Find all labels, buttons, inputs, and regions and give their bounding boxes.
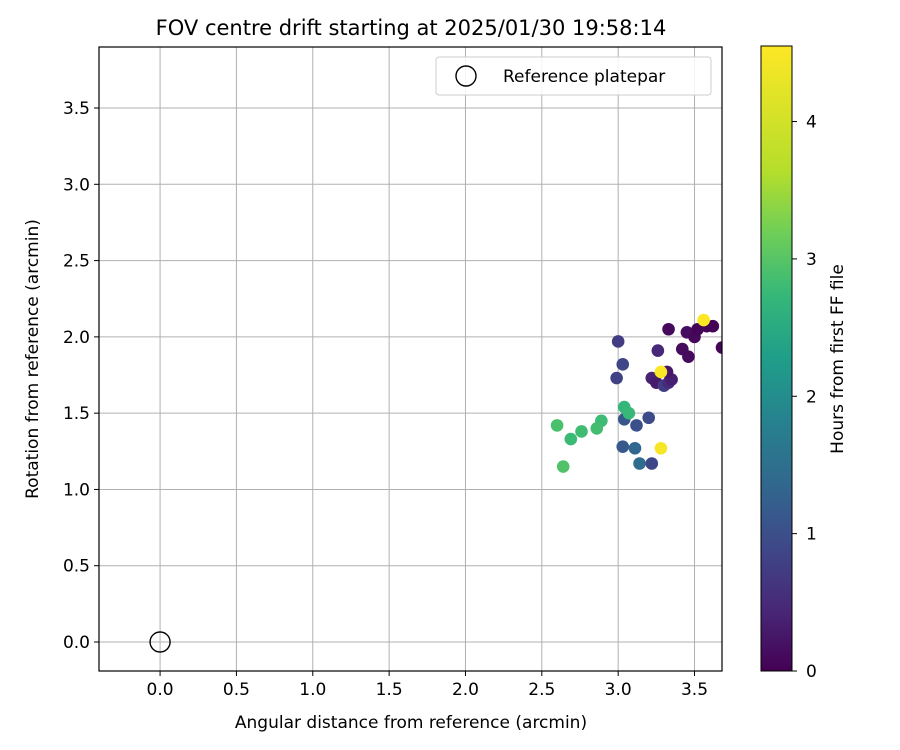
scatter-point [715,341,722,354]
y-tick-label: 2.5 [63,252,90,272]
scatter-point [654,365,668,379]
colorbar-tick-label: 4 [806,113,817,133]
reference-platepar-marker [149,631,171,653]
scatter-point [662,322,675,336]
x-axis-ticks: 0.0 0.5 1.0 1.5 2.0 2.5 3.0 3.5 [147,671,708,700]
y-tick-label: 3.0 [63,175,90,195]
scatter-point [628,441,642,455]
y-tick-label: 0.0 [63,633,90,653]
colorbar-tick-label: 1 [806,525,817,545]
colorbar-label: Hours from first FF file [828,264,848,454]
y-tick-label: 2.0 [63,328,90,348]
scatter-point [610,371,623,385]
scatter-point [622,406,636,420]
reference-point [149,631,171,653]
legend-marker-open-circle [455,65,477,87]
scatter-point [575,425,588,438]
colorbar: 0 1 2 3 4 Hours from first FF file [760,45,848,682]
scatter-point [630,419,643,432]
legend-label-reference-platepar: Reference platepar [503,67,665,87]
scatter-point [651,344,665,357]
grid [99,47,722,671]
x-tick-label: 1.5 [376,680,403,700]
scatter-point [611,335,625,348]
y-tick-label: 1.5 [63,404,90,424]
scatter-point [550,419,564,432]
scatter-point [645,457,659,470]
scatter-point [697,313,710,327]
colorbar-tick-label: 3 [806,250,817,270]
legend-box [435,56,712,96]
colorbar-ticks: 0 1 2 3 4 [792,113,817,682]
plot-frame [98,46,723,672]
scatter-point [590,422,604,435]
scatter-point [616,440,630,454]
x-tick-label: 1.0 [299,680,326,700]
legend: Reference platepar [435,56,712,96]
scatter-point [706,319,720,333]
scatter-point [616,358,630,371]
colorbar-tick-label: 0 [806,662,817,682]
colorbar-gradient [760,45,793,672]
x-tick-label: 0.5 [223,680,250,700]
y-tick-label: 3.5 [63,99,90,119]
scatter-point [642,411,656,425]
scatter-point [654,441,668,455]
scatter-point [682,350,695,364]
y-tick-label: 0.5 [63,557,90,577]
scatter-points [550,313,722,473]
x-tick-label: 3.0 [605,680,632,700]
y-axis-label: Rotation from reference (arcmin) [23,219,43,499]
scatter-point [556,460,570,473]
chart-title: FOV centre drift starting at 2025/01/30 … [156,16,667,40]
colorbar-tick-label: 2 [806,387,817,407]
x-tick-label: 2.5 [528,680,555,700]
x-axis-label: Angular distance from reference (arcmin) [235,713,587,733]
x-tick-label: 3.5 [681,680,708,700]
y-tick-label: 1.0 [63,480,90,500]
x-tick-label: 0.0 [147,680,174,700]
y-axis-ticks: 0.0 0.5 1.0 1.5 2.0 2.5 3.0 3.5 [63,99,99,653]
x-tick-label: 2.0 [452,680,479,700]
scatter-point [633,457,646,470]
scatter-point [564,432,578,446]
